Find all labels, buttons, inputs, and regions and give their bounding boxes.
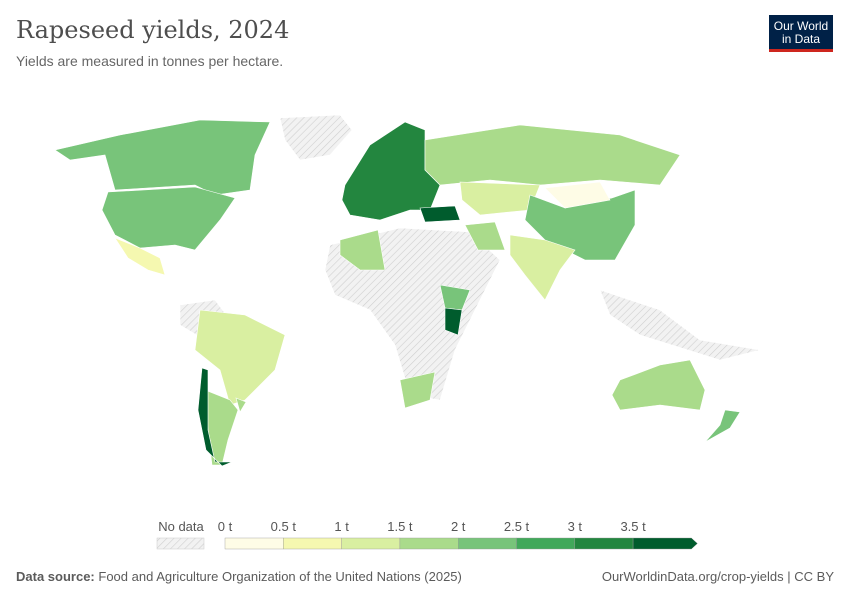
legend-tick-label: 1 t (334, 519, 349, 534)
region-brazil[interactable] (194, 309, 286, 406)
region-no-data[interactable] (599, 289, 761, 361)
data-source: Data source: Food and Agriculture Organi… (16, 569, 462, 584)
region-chile[interactable] (197, 367, 233, 467)
legend-bin (283, 537, 342, 550)
region-kenya[interactable] (444, 307, 463, 336)
source-link[interactable]: OurWorldinData.org/crop-yields | CC BY (601, 569, 834, 584)
region-mongolia[interactable] (544, 181, 611, 209)
region-new-zealand[interactable] (704, 409, 741, 443)
legend-tick-label: 0.5 t (270, 519, 296, 534)
legend-bin (632, 537, 698, 550)
world-map[interactable] (0, 110, 850, 505)
region-no-data[interactable] (279, 114, 353, 161)
region-india[interactable] (509, 234, 576, 301)
legend-no-data-swatch (156, 537, 205, 550)
chart-subtitle: Yields are measured in tonnes per hectar… (16, 53, 284, 69)
color-legend: No data 0 t 0.5 t 1 t 1.5 t 2 t 2.5 t 3 t 3.5 t (0, 515, 850, 555)
region-united-states[interactable] (101, 186, 236, 251)
region-mexico[interactable] (114, 237, 166, 276)
region-europe[interactable] (341, 121, 441, 221)
legend-tick-label: 1.5 t (387, 519, 413, 534)
legend-bin (224, 537, 284, 550)
region-turkey[interactable] (419, 205, 461, 223)
legend-bin (399, 537, 459, 550)
legend-no-data-label: No data (158, 519, 204, 534)
chart-title: Rapeseed yields, 2024 (16, 16, 290, 44)
legend-bin (458, 537, 517, 550)
legend-tick-label: 3 t (567, 519, 583, 534)
region-uruguay[interactable] (235, 397, 247, 413)
legend-tick-label: 2.5 t (503, 519, 530, 534)
legend-bin (516, 537, 575, 550)
region-canada[interactable] (54, 119, 271, 196)
region-russia[interactable] (424, 124, 681, 186)
legend-bin (574, 537, 634, 550)
region-iran[interactable] (464, 221, 506, 251)
region-south-africa[interactable] (399, 371, 436, 409)
owid-logo[interactable]: Our World in Data (769, 15, 833, 52)
region-algeria[interactable] (339, 229, 386, 271)
region-australia[interactable] (611, 359, 706, 411)
legend-tick-label: 0 t (217, 519, 233, 534)
legend-bin (341, 537, 401, 550)
region-kazakhstan[interactable] (459, 181, 541, 216)
legend-tick-label: 2 t (450, 519, 466, 534)
legend-tick-label: 3.5 t (620, 519, 646, 534)
